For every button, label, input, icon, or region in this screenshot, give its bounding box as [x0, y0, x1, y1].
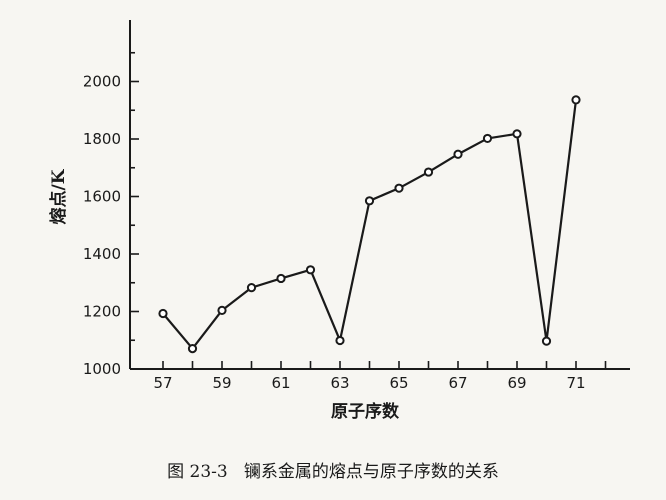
- data-point: [482, 133, 493, 144]
- y-axis-label: 熔点/K: [48, 168, 69, 224]
- data-point: [394, 183, 404, 193]
- x-axis-label: 原子序数: [331, 401, 400, 422]
- y-tick-label: 1200: [83, 303, 121, 321]
- data-point: [158, 308, 168, 319]
- data-point: [246, 283, 257, 293]
- data-point: [187, 343, 198, 354]
- data-point: [305, 265, 316, 275]
- x-tick-label: 57: [153, 374, 172, 392]
- data-point: [541, 336, 552, 346]
- data-point: [453, 149, 463, 159]
- data-point: [571, 95, 581, 105]
- x-tick-label: 69: [507, 374, 526, 392]
- figure-caption: 图 23-3 镧系金属的熔点与原子序数的关系: [167, 462, 499, 482]
- y-tick-label: 1400: [83, 245, 121, 263]
- y-tick-label: 2000: [83, 73, 121, 91]
- data-point: [423, 167, 434, 177]
- data-point: [276, 273, 286, 284]
- x-tick-label: 67: [448, 374, 467, 392]
- ticks: [130, 51, 607, 370]
- data-point: [512, 129, 522, 139]
- y-tick-label: 1000: [83, 360, 121, 378]
- x-tick-label: 61: [271, 374, 290, 392]
- data-points: [158, 95, 581, 354]
- x-tick-label: 63: [330, 374, 349, 392]
- y-tick-label: 1600: [83, 188, 121, 206]
- y-tick-label: 1800: [83, 130, 121, 148]
- axes: [129, 20, 630, 370]
- data-point: [364, 196, 375, 206]
- x-tick-label: 71: [566, 374, 585, 392]
- tick-labels: 1000 1200 1400 1600 1800 2000 57 59 61 63 65 67 69 71: [83, 73, 586, 393]
- x-tick-label: 65: [389, 374, 408, 392]
- data-point: [217, 305, 227, 315]
- data-point: [335, 335, 345, 346]
- x-tick-label: 59: [212, 374, 231, 392]
